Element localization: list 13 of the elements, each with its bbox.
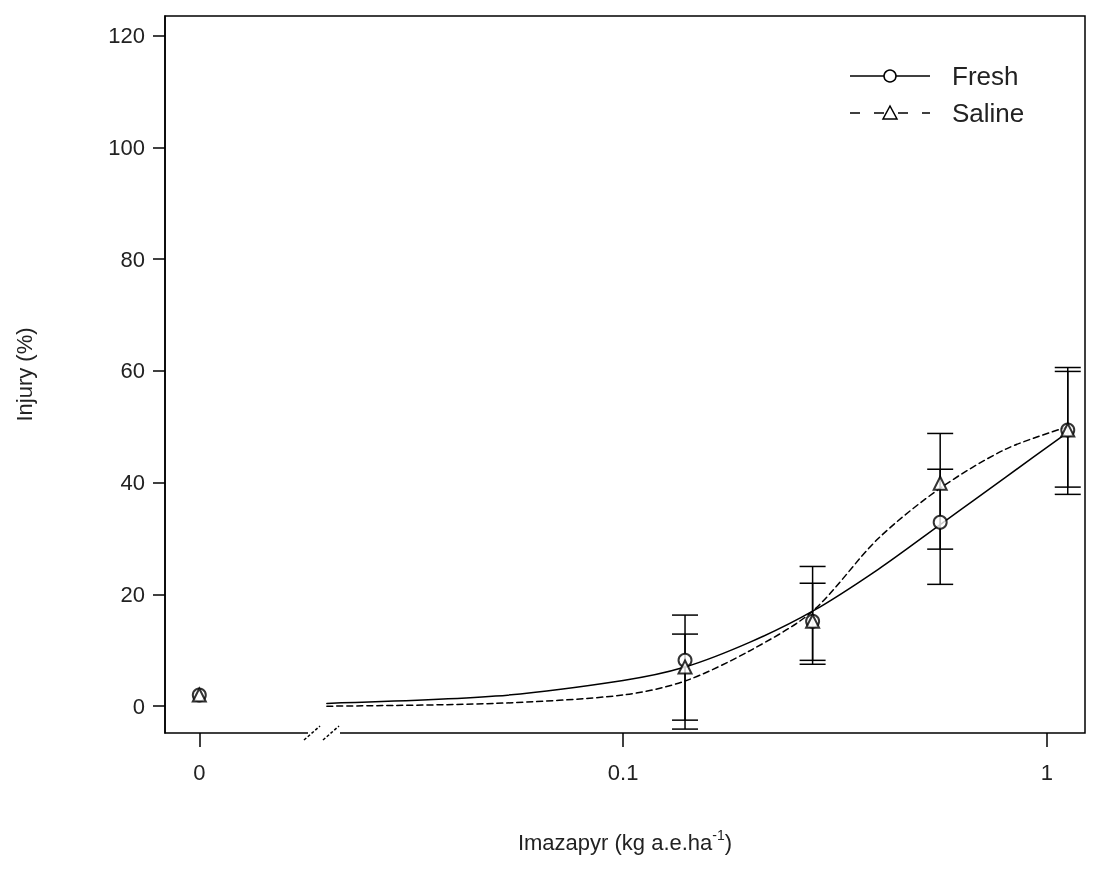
y-tick-label: 80 <box>120 246 145 272</box>
y-tick-label: 120 <box>108 23 145 49</box>
legend-label: Fresh <box>952 61 1019 91</box>
x-tick-label: 0.1 <box>607 759 639 785</box>
legend-label: Saline <box>952 98 1025 128</box>
y-tick-label: 100 <box>108 134 145 160</box>
x-tick-label: 0 <box>193 759 206 785</box>
y-tick-label: 60 <box>120 358 145 384</box>
y-tick-label: 0 <box>132 693 145 719</box>
y-tick-label: 20 <box>120 581 145 607</box>
y-axis-title: Injury (%) <box>11 327 37 422</box>
x-tick-label: 1 <box>1040 759 1054 785</box>
y-tick-label: 40 <box>120 470 145 496</box>
